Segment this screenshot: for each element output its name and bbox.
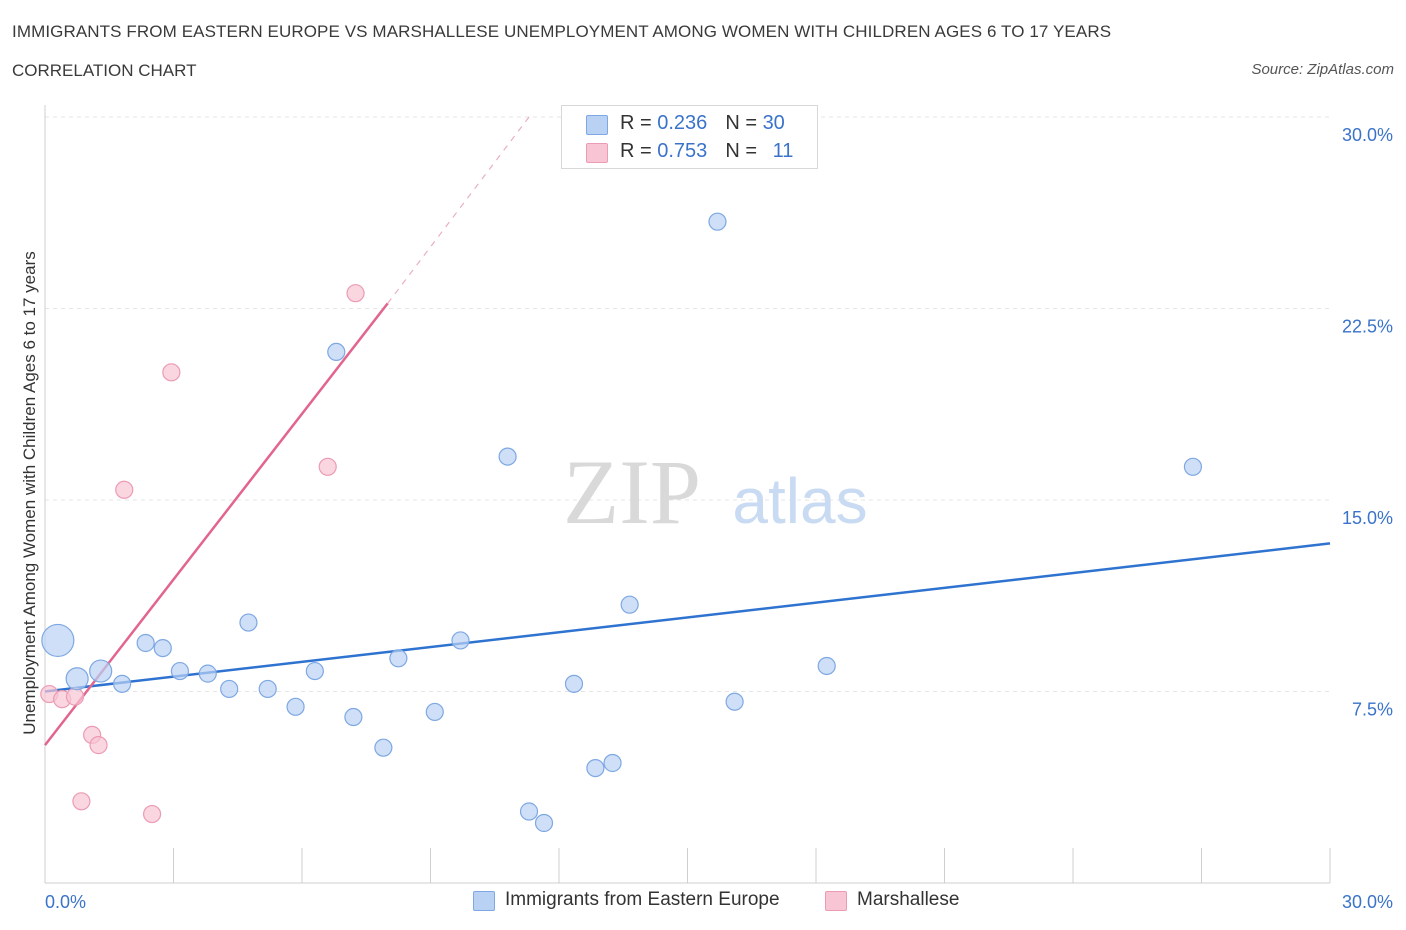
data-point-eastern-europe — [817, 656, 836, 676]
data-point-eastern-europe — [389, 649, 408, 668]
trend-line-eastern-europe — [44, 542, 1331, 693]
data-point-eastern-europe — [425, 702, 444, 722]
data-point-marshallese — [89, 736, 108, 755]
pink-swatch — [825, 891, 847, 911]
data-point-eastern-europe — [305, 661, 324, 681]
data-point-eastern-europe — [344, 707, 363, 727]
trend-lines — [44, 116, 1331, 746]
data-point-eastern-europe — [564, 674, 584, 693]
blue-swatch — [473, 891, 495, 911]
r-value-blue: 0.236 — [657, 112, 708, 134]
data-point-eastern-europe — [451, 631, 470, 650]
r-label: R = — [620, 140, 658, 162]
x-tick-label: 0.0% — [45, 892, 86, 912]
data-point-eastern-europe — [220, 679, 239, 699]
y-tick-label: 22.5% — [1342, 317, 1393, 337]
data-point-eastern-europe — [498, 447, 517, 466]
data-point-eastern-europe — [89, 659, 113, 683]
legend-label-marshallese: Marshallese — [857, 889, 960, 910]
data-point-eastern-europe — [603, 753, 622, 773]
data-point-marshallese — [72, 792, 91, 811]
data-point-eastern-europe — [258, 679, 277, 699]
data-point-marshallese — [115, 480, 134, 499]
data-point-marshallese — [346, 284, 365, 303]
data-point-eastern-europe — [708, 212, 727, 231]
n-label: N = — [725, 140, 763, 162]
data-points — [40, 212, 1203, 833]
data-point-eastern-europe — [534, 813, 554, 833]
tick-labels: 7.5% 15.0% 22.5% 30.0% 0.0% 30.0% — [45, 125, 1393, 912]
blue-swatch — [586, 115, 608, 135]
data-point-eastern-europe — [286, 697, 305, 716]
grid-lines — [45, 116, 1330, 692]
axes — [44, 105, 1331, 884]
data-point-marshallese — [65, 687, 85, 706]
data-point-eastern-europe — [327, 342, 346, 362]
data-point-eastern-europe — [41, 623, 75, 658]
data-point-eastern-europe — [725, 692, 744, 711]
n-value-blue: 30 — [762, 112, 785, 134]
data-point-eastern-europe — [586, 758, 605, 778]
y-tick-label: 7.5% — [1352, 700, 1393, 720]
data-point-eastern-europe — [239, 613, 258, 632]
data-point-eastern-europe — [374, 738, 393, 757]
data-point-marshallese — [162, 363, 181, 382]
source-label: Source: ZipAtlas.com — [1251, 61, 1394, 78]
data-point-eastern-europe — [1183, 457, 1203, 476]
legend-label-eastern-europe: Immigrants from Eastern Europe — [505, 889, 780, 910]
y-tick-label: 15.0% — [1342, 508, 1393, 528]
y-tick-label: 30.0% — [1342, 125, 1393, 145]
data-point-eastern-europe — [519, 802, 539, 821]
r-label: R = — [620, 112, 658, 134]
n-value-pink: 11 — [772, 140, 794, 162]
data-point-eastern-europe — [153, 638, 172, 658]
n-label: N = — [725, 112, 763, 134]
chart-title: IMMIGRANTS FROM EASTERN EUROPE VS MARSHA… — [12, 22, 1112, 41]
pink-swatch — [586, 143, 608, 163]
r-value-pink: 0.753 — [657, 140, 708, 162]
trend-extension-marshallese — [387, 116, 530, 304]
series-legend: Immigrants from Eastern Europe Marshalle… — [0, 887, 1406, 917]
watermark-zip: ZIP — [563, 441, 701, 543]
data-point-eastern-europe — [112, 674, 132, 693]
data-point-marshallese — [318, 457, 337, 476]
x-tick-label: 30.0% — [1342, 892, 1393, 912]
data-point-eastern-europe — [198, 664, 217, 683]
data-point-marshallese — [142, 804, 162, 824]
watermark: ZIP atlas — [563, 441, 868, 543]
data-point-eastern-europe — [170, 661, 190, 681]
data-point-eastern-europe — [65, 667, 89, 691]
data-point-eastern-europe — [136, 633, 155, 653]
stats-legend: R = 0.236 N = 30 R = 0.753 N = 11 — [561, 105, 818, 169]
watermark-atlas: atlas — [732, 465, 867, 537]
chart-subtitle: CORRELATION CHART — [12, 61, 197, 80]
data-point-eastern-europe — [620, 595, 639, 614]
y-axis-label: Unemployment Among Women with Children A… — [20, 251, 39, 735]
